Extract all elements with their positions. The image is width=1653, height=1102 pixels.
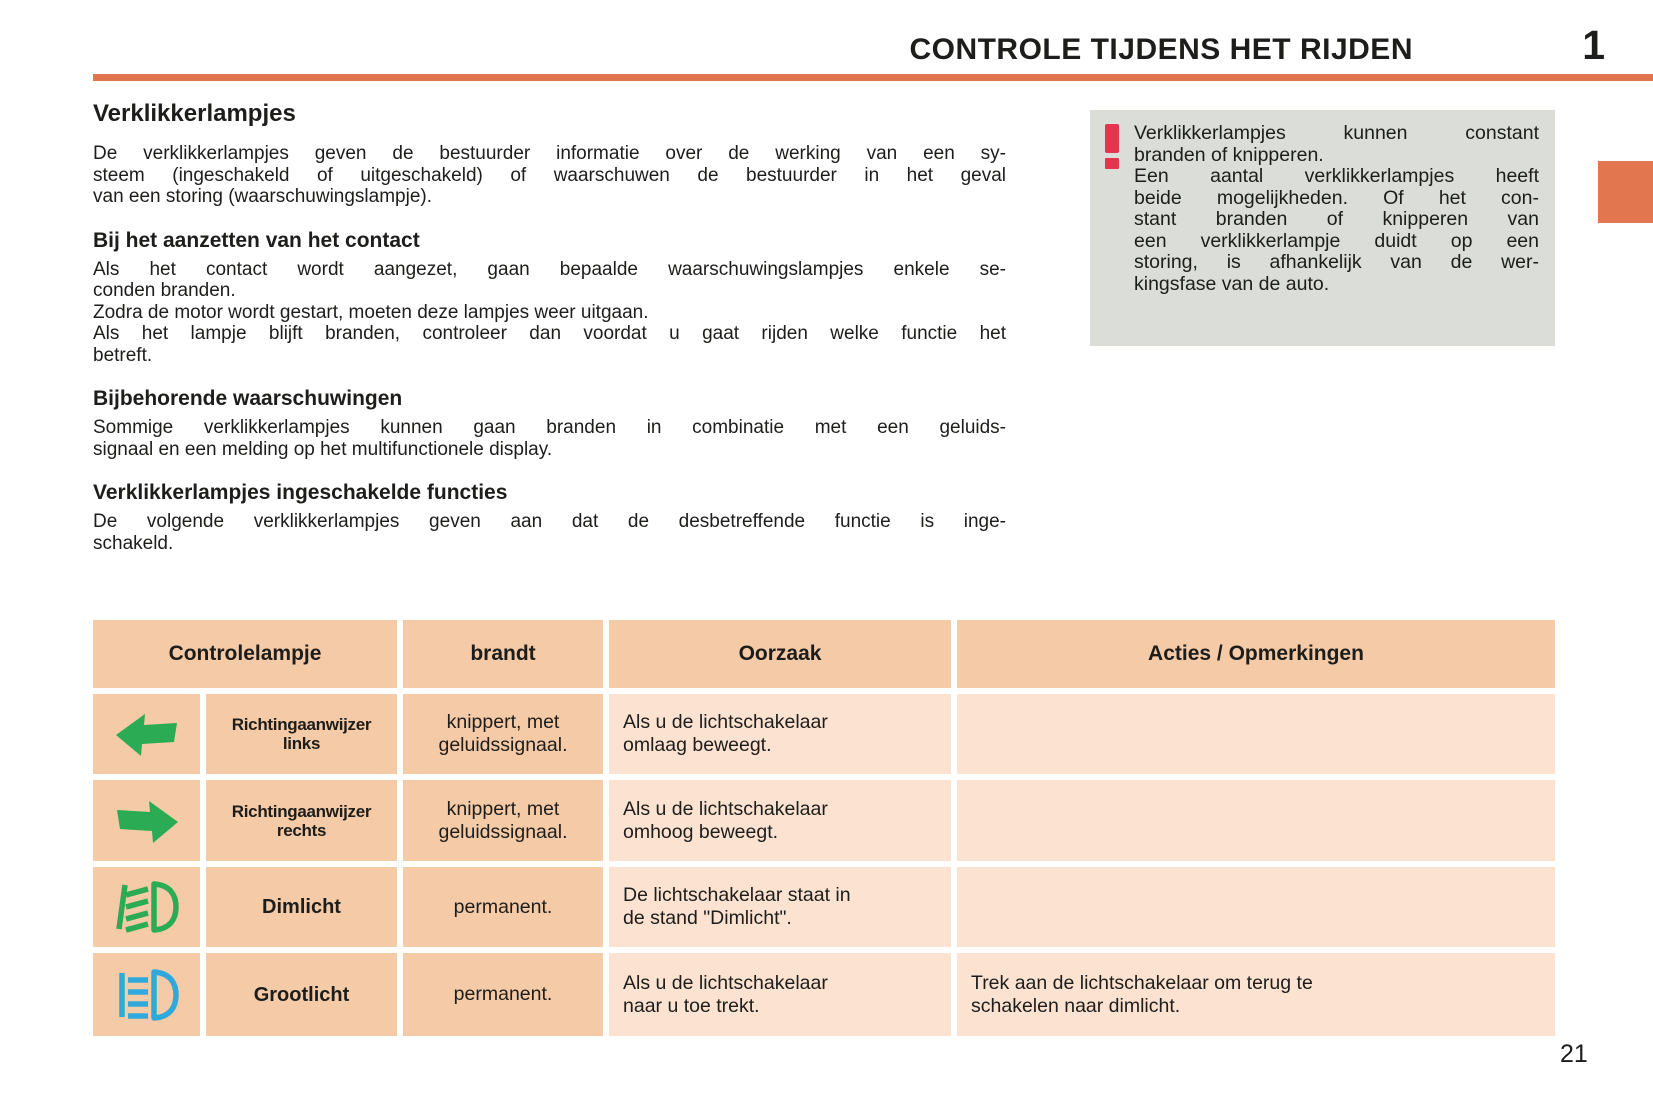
turn-signal-left-icon xyxy=(93,694,200,774)
low-beam-icon xyxy=(93,867,200,947)
table-header-cell: Controlelampje xyxy=(93,620,397,688)
table-header-cell: Acties / Opmerkingen xyxy=(957,620,1555,688)
page-title: CONTROLE TIJDENS HET RIJDEN xyxy=(909,33,1413,66)
paragraph: Als het contact wordt aangezet, gaan bep… xyxy=(93,258,1006,302)
section-heading: Bij het aanzetten van het contact xyxy=(93,228,420,252)
paragraph: Zodra de motor wordt gestart, moeten dez… xyxy=(93,301,649,323)
indicator-oorzaak: Als u de lichtschakelaar omlaag beweegt. xyxy=(609,694,951,774)
indicator-oorzaak: Als u de lichtschakelaar omhoog beweegt. xyxy=(609,780,951,861)
table-header-cell: Oorzaak xyxy=(609,620,951,688)
indicator-brandt: permanent. xyxy=(403,867,603,947)
table-header-cell: brandt xyxy=(403,620,603,688)
indicator-label: Richtingaanwijzer rechts xyxy=(206,780,397,861)
chapter-number: 1 xyxy=(1582,22,1605,68)
article-title: Verklikkerlampjes xyxy=(93,100,296,127)
indicator-brandt: knippert, met geluidssignaal. xyxy=(403,694,603,774)
turn-signal-right-icon xyxy=(93,780,200,861)
note-paragraph: Verklikkerlampjes kunnen constant branden… xyxy=(1134,122,1539,166)
page-number: 21 xyxy=(1560,1040,1588,1068)
indicator-brandt: knippert, met geluidssignaal. xyxy=(403,780,603,861)
warning-exclamation-icon xyxy=(1105,124,1119,169)
paragraph: De verklikkerlampjes geven de bestuurder… xyxy=(93,143,1006,207)
indicator-label: Grootlicht xyxy=(206,953,397,1036)
indicator-acties xyxy=(957,694,1555,774)
section-heading: Bijbehorende waarschuwingen xyxy=(93,387,403,410)
note-paragraph: Een aantal verklikkerlampjes heeft beide … xyxy=(1134,165,1539,295)
exclamation-bar xyxy=(1105,124,1119,153)
note-box: Verklikkerlampjes kunnen constant branden… xyxy=(1090,110,1555,346)
paragraph: Sommige verklikkerlampjes kunnen gaan br… xyxy=(93,417,1006,460)
indicators-table: Controlelampje brandt Oorzaak Acties / O… xyxy=(93,620,1555,1036)
header-rule xyxy=(93,74,1653,81)
indicator-brandt: permanent. xyxy=(403,953,603,1036)
paragraph: Als het lampje blijft branden, controlee… xyxy=(93,323,1006,366)
indicator-oorzaak: De lichtschakelaar staat in de stand "Di… xyxy=(609,867,951,947)
article: Verklikkerlampjes De verklikkerlampjes g… xyxy=(93,100,1006,554)
high-beam-icon xyxy=(93,953,200,1036)
indicator-acties: Trek aan de lichtschakelaar om terug te … xyxy=(957,953,1555,1036)
indicator-label: Dimlicht xyxy=(206,867,397,947)
exclamation-dot xyxy=(1105,158,1119,169)
indicator-label: Richtingaanwijzer links xyxy=(206,694,397,774)
chapter-side-tab xyxy=(1598,161,1653,223)
indicator-acties xyxy=(957,867,1555,947)
indicator-acties xyxy=(957,780,1555,861)
paragraph: De volgende verklikkerlampjes geven aan … xyxy=(93,511,1006,554)
indicator-oorzaak: Als u de lichtschakelaar naar u toe trek… xyxy=(609,953,951,1036)
section-heading: Verklikkerlampjes ingeschakelde functies xyxy=(93,481,508,504)
